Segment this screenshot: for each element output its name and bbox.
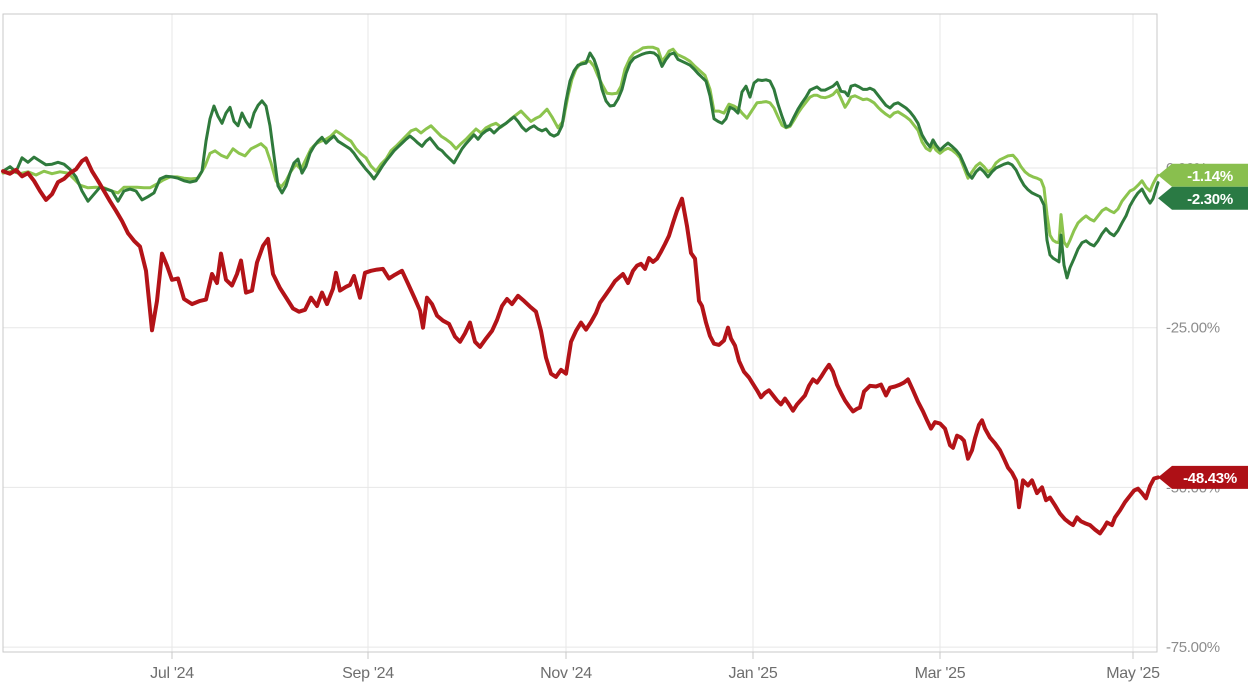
x-axis-tick-label: Jan '25 <box>729 665 778 682</box>
x-axis-labels: Jul '24 Sep '24 Nov '24 Jan '25 Mar '25 May '… <box>150 652 1160 682</box>
x-axis-tick-label: Sep '24 <box>342 665 394 682</box>
dark-green-series-value-label: -2.30% <box>1187 191 1233 208</box>
value-badges: -1.14% -2.30% -48.43% <box>1158 163 1248 489</box>
y-axis-tick-label: -75.00% <box>1166 639 1220 656</box>
dark-green-series-value-badge <box>1158 186 1248 210</box>
x-axis-tick-label: Mar '25 <box>915 665 966 682</box>
plot-area[interactable] <box>3 14 1157 652</box>
red-series-line[interactable] <box>1 156 1160 536</box>
plot-border <box>2 13 1158 653</box>
dark-green-series-line[interactable] <box>1 50 1160 280</box>
red-series-value-label: -48.43% <box>1183 470 1237 487</box>
light-green-series-value-label: -1.14% <box>1187 168 1233 185</box>
series-lines <box>1 45 1160 536</box>
y-axis-labels: 0.00%-25.00%-50.00%-75.00% <box>1166 160 1220 656</box>
light-green-series-value-badge <box>1158 163 1248 187</box>
red-series-value-badge <box>1158 465 1248 489</box>
x-axis-tick-label: Nov '24 <box>540 665 592 682</box>
x-axis-tick-label: May '25 <box>1106 665 1160 682</box>
x-axis-tick-label: Jul '24 <box>150 665 194 682</box>
y-axis-tick-label: -25.00% <box>1166 320 1220 337</box>
